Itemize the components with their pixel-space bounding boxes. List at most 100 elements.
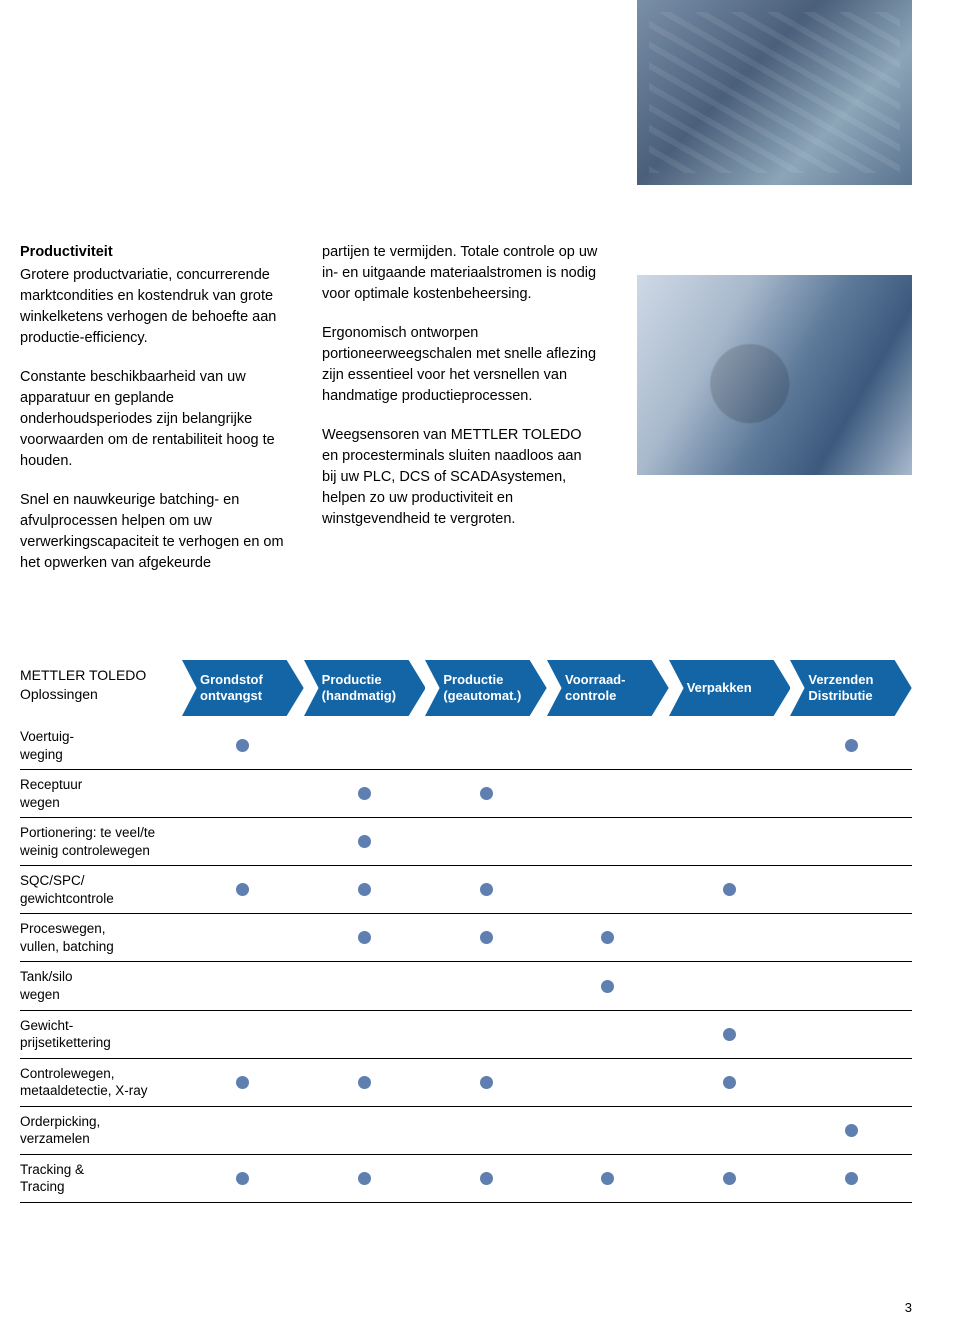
- page-number: 3: [905, 1300, 912, 1315]
- matrix-column-headers: Grondstof ontvangstProductie (handmatig)…: [182, 660, 912, 716]
- row-label: Receptuur wegen: [20, 770, 182, 817]
- matrix-cell: [547, 1172, 669, 1185]
- paragraph: Weegsensoren van METTLER TOLEDO en proce…: [322, 425, 600, 530]
- matrix-cell: [425, 883, 547, 896]
- dot-icon: [845, 739, 858, 752]
- text-column-left: Productiviteit Grotere productvariatie, …: [20, 242, 298, 592]
- matrix-cell: [182, 883, 304, 896]
- dot-icon: [845, 1172, 858, 1185]
- matrix-cell: [182, 1124, 304, 1137]
- dot-icon: [723, 1028, 736, 1041]
- matrix-cell: [669, 1076, 791, 1089]
- matrix-cell: [547, 980, 669, 993]
- table-row: Orderpicking, verzamelen: [20, 1107, 912, 1155]
- table-row: Gewicht- prijsetikettering: [20, 1011, 912, 1059]
- matrix-column-header: Productie (geautomat.): [425, 660, 547, 716]
- matrix-cell: [304, 883, 426, 896]
- row-label: Proceswegen, vullen, batching: [20, 914, 182, 961]
- matrix-cell: [547, 787, 669, 800]
- matrix-cell: [669, 883, 791, 896]
- table-row: Voertuig- weging: [20, 722, 912, 770]
- row-cells: [182, 931, 912, 944]
- table-row: Controlewegen, metaaldetectie, X-ray: [20, 1059, 912, 1107]
- row-cells: [182, 980, 912, 993]
- matrix-cell: [669, 1028, 791, 1041]
- row-cells: [182, 883, 912, 896]
- matrix-cell: [790, 739, 912, 752]
- row-cells: [182, 739, 912, 752]
- dot-icon: [601, 931, 614, 944]
- dot-icon: [845, 1124, 858, 1137]
- matrix-cell: [182, 1076, 304, 1089]
- matrix-cell: [547, 835, 669, 848]
- matrix-cell: [425, 739, 547, 752]
- row-label: Gewicht- prijsetikettering: [20, 1011, 182, 1058]
- dot-icon: [236, 883, 249, 896]
- dot-icon: [723, 883, 736, 896]
- row-cells: [182, 1076, 912, 1089]
- matrix-cell: [547, 739, 669, 752]
- matrix-cell: [790, 1028, 912, 1041]
- solutions-matrix: METTLER TOLEDO Oplossingen Grondstof ont…: [20, 660, 912, 1203]
- matrix-cell: [304, 1124, 426, 1137]
- matrix-cell: [425, 787, 547, 800]
- matrix-cell: [182, 739, 304, 752]
- row-label: SQC/SPC/ gewichtcontrole: [20, 866, 182, 913]
- matrix-cell: [669, 835, 791, 848]
- matrix-cell: [425, 835, 547, 848]
- table-row: Portionering: te veel/te weinig controle…: [20, 818, 912, 866]
- row-cells: [182, 1028, 912, 1041]
- matrix-cell: [547, 1028, 669, 1041]
- row-cells: [182, 1124, 912, 1137]
- matrix-column-header: Productie (handmatig): [304, 660, 426, 716]
- matrix-cell: [790, 835, 912, 848]
- table-row: Receptuur wegen: [20, 770, 912, 818]
- matrix-cell: [182, 787, 304, 800]
- row-label: Tank/silo wegen: [20, 962, 182, 1009]
- matrix-cell: [304, 1076, 426, 1089]
- matrix-cell: [669, 980, 791, 993]
- matrix-cell: [425, 980, 547, 993]
- matrix-body: Voertuig- wegingReceptuur wegenPortioner…: [20, 722, 912, 1203]
- matrix-cell: [790, 931, 912, 944]
- dot-icon: [480, 931, 493, 944]
- matrix-cell: [790, 1124, 912, 1137]
- table-row: Tank/silo wegen: [20, 962, 912, 1010]
- matrix-cell: [182, 1028, 304, 1041]
- dot-icon: [723, 1172, 736, 1185]
- matrix-column-header: Verpakken: [669, 660, 791, 716]
- matrix-cell: [304, 835, 426, 848]
- paragraph: Constante beschikbaarheid van uw apparat…: [20, 367, 298, 472]
- dot-icon: [723, 1076, 736, 1089]
- matrix-cell: [790, 883, 912, 896]
- matrix-cell: [425, 1076, 547, 1089]
- dot-icon: [601, 980, 614, 993]
- matrix-cell: [790, 1076, 912, 1089]
- matrix-cell: [304, 1172, 426, 1185]
- paragraph: Grotere productvariatie, concurrerende m…: [20, 265, 298, 349]
- matrix-header: METTLER TOLEDO Oplossingen Grondstof ont…: [20, 660, 912, 716]
- dot-icon: [480, 883, 493, 896]
- matrix-column-header: Voorraad- controle: [547, 660, 669, 716]
- matrix-column-header: Grondstof ontvangst: [182, 660, 304, 716]
- row-label: Controlewegen, metaaldetectie, X-ray: [20, 1059, 182, 1106]
- table-row: Proceswegen, vullen, batching: [20, 914, 912, 962]
- row-label: Voertuig- weging: [20, 722, 182, 769]
- matrix-cell: [425, 931, 547, 944]
- matrix-title: METTLER TOLEDO Oplossingen: [20, 660, 182, 716]
- matrix-cell: [669, 1124, 791, 1137]
- matrix-cell: [182, 1172, 304, 1185]
- matrix-cell: [669, 739, 791, 752]
- matrix-cell: [669, 1172, 791, 1185]
- hero-image-top: [637, 0, 912, 185]
- dot-icon: [601, 1172, 614, 1185]
- hero-image-mid: [637, 275, 912, 475]
- matrix-cell: [790, 980, 912, 993]
- matrix-cell: [425, 1124, 547, 1137]
- paragraph: partijen te vermijden. Totale controle o…: [322, 242, 600, 305]
- matrix-cell: [182, 931, 304, 944]
- matrix-cell: [790, 787, 912, 800]
- dot-icon: [358, 1172, 371, 1185]
- row-label: Orderpicking, verzamelen: [20, 1107, 182, 1154]
- body-text: Productiviteit Grotere productvariatie, …: [20, 242, 600, 592]
